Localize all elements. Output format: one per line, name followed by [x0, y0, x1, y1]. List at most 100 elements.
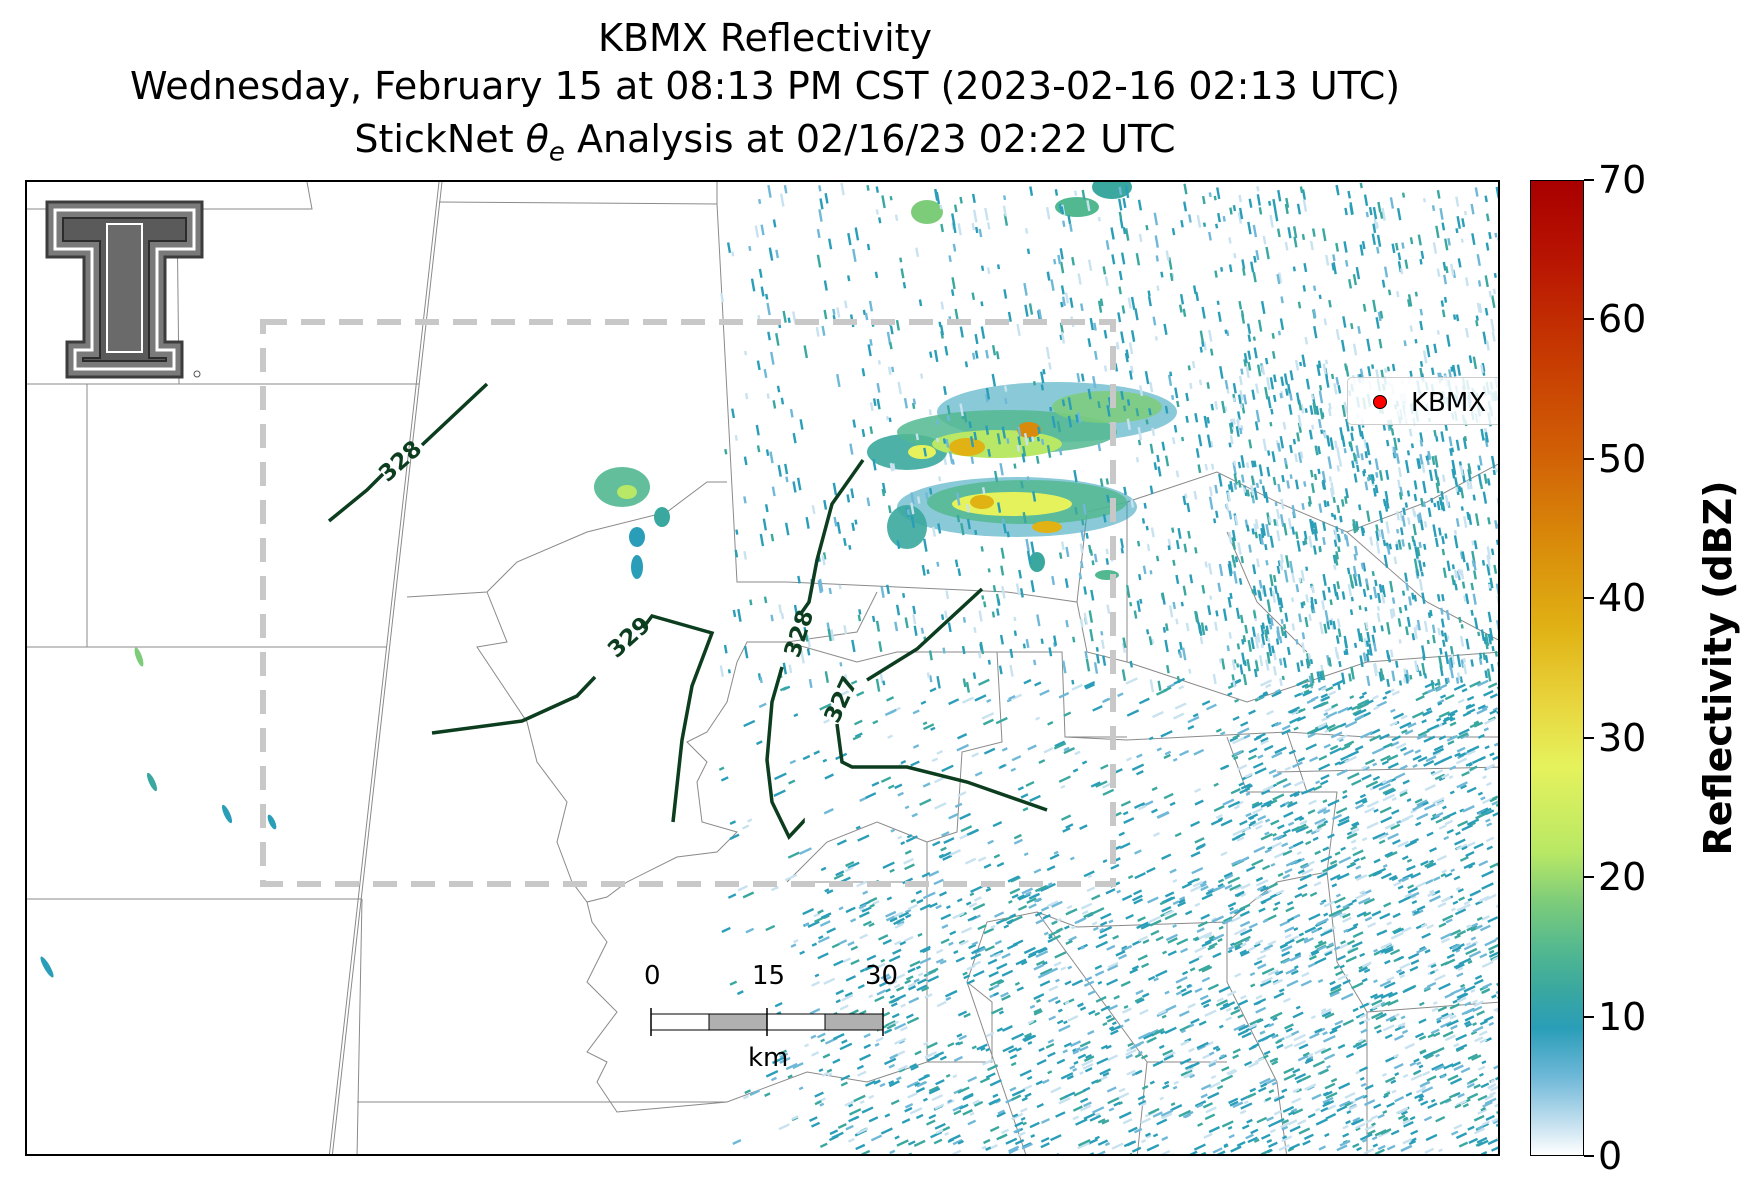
reflectivity-pixel — [1379, 912, 1391, 920]
reflectivity-pixel — [1282, 421, 1287, 430]
reflectivity-pixel — [1390, 428, 1395, 436]
reflectivity-pixel — [1482, 797, 1493, 805]
reflectivity-pixel — [1164, 405, 1169, 414]
reflectivity-pixel — [1231, 537, 1236, 550]
reflectivity-pixel — [934, 1122, 946, 1130]
reflectivity-pixel — [1003, 924, 1010, 929]
reflectivity-pixel — [987, 839, 994, 845]
reflectivity-pixel — [1194, 547, 1198, 554]
reflectivity-pixel — [1006, 531, 1010, 538]
reflectivity-pixel — [1336, 769, 1348, 777]
reflectivity-pixel — [1315, 826, 1323, 832]
reflectivity-pixel — [1423, 760, 1435, 767]
radar-map[interactable]: 328 329 328 327 KBMX 0 15 30 km — [25, 180, 1500, 1156]
reflectivity-pixel — [1363, 897, 1375, 905]
reflectivity-pixel — [1219, 366, 1224, 379]
reflectivity-pixel — [1011, 755, 1022, 762]
reflectivity-pixel — [1122, 811, 1129, 816]
reflectivity-pixel — [1232, 1048, 1241, 1054]
reflectivity-pixel — [1329, 1028, 1338, 1035]
reflectivity-pixel — [1275, 1039, 1283, 1045]
reflectivity-pixel — [1235, 607, 1241, 620]
reflectivity-pixel — [1294, 823, 1307, 832]
reflectivity-pixel — [1343, 928, 1349, 933]
reflectivity-pixel — [1354, 545, 1359, 556]
reflectivity-pixel — [1465, 703, 1476, 710]
reflectivity-pixel — [923, 447, 928, 457]
reflectivity-pixel — [1233, 1023, 1246, 1032]
reflectivity-pixel — [839, 1004, 849, 1011]
reflectivity-pixel — [1305, 840, 1312, 846]
reflectivity-pixel — [1261, 523, 1266, 535]
reflectivity-pixel — [1496, 980, 1498, 986]
reflectivity-pixel — [1075, 414, 1079, 423]
reflectivity-pixel — [1134, 849, 1142, 855]
reflectivity-pixel — [1121, 944, 1133, 952]
reflectivity-pixel — [962, 617, 967, 623]
reflectivity-pixel — [1483, 473, 1488, 484]
reflectivity-pixel — [1297, 869, 1305, 875]
reflectivity-pixel — [1238, 781, 1245, 787]
reflectivity-pixel — [1172, 924, 1177, 928]
reflectivity-pixel — [1479, 1019, 1488, 1026]
reflectivity-pixel — [1054, 951, 1067, 959]
reflectivity-pixel — [1100, 631, 1104, 636]
reflectivity-pixel — [1102, 655, 1107, 666]
reflectivity-pixel — [1306, 728, 1317, 735]
reflectivity-pixel — [1473, 978, 1484, 986]
reflectivity-pixel — [1379, 310, 1384, 319]
reflectivity-pixel — [1197, 434, 1203, 447]
reflectivity-pixel — [1125, 349, 1130, 359]
reflectivity-pixel — [814, 973, 820, 978]
reflectivity-pixel — [1186, 1066, 1194, 1072]
reflectivity-pixel — [1041, 1117, 1050, 1124]
reflectivity-pixel — [940, 301, 945, 310]
reflectivity-pixel — [1207, 983, 1219, 991]
reflectivity-pixel — [778, 604, 783, 614]
reflectivity-pixel — [1437, 1005, 1448, 1012]
reflectivity-pixel — [1021, 453, 1026, 463]
reflectivity-pixel — [1241, 313, 1246, 324]
reflectivity-pixel — [1143, 1033, 1154, 1040]
reflectivity-pixel — [1091, 1079, 1099, 1085]
reflectivity-pixel — [1279, 318, 1285, 331]
reflectivity-pixel — [894, 1022, 907, 1031]
reflectivity-pixel — [831, 942, 840, 949]
reflectivity-pixel — [1051, 575, 1056, 586]
reflectivity-pixel — [1322, 521, 1327, 531]
reflectivity-pixel — [1433, 502, 1437, 508]
reflectivity-pixel — [948, 255, 952, 263]
reflectivity-pixel — [1165, 623, 1169, 632]
reflectivity-pixel — [732, 1139, 742, 1145]
reflectivity-pixel — [1458, 616, 1462, 623]
reflectivity-pixel — [1276, 592, 1281, 606]
reflectivity-pixel — [1013, 616, 1017, 622]
reflectivity-pixel — [1366, 800, 1380, 808]
reflectivity-pixel — [1454, 1103, 1462, 1109]
reflectivity-pixel — [1077, 1053, 1087, 1060]
reflectivity-pixel — [1025, 780, 1035, 787]
reflectivity-pixel — [1283, 1073, 1297, 1081]
reflectivity-echoes — [40, 182, 1177, 978]
reflectivity-pixel — [1084, 650, 1088, 659]
reflectivity-pixel — [1450, 366, 1454, 372]
reflectivity-pixel — [1232, 1101, 1244, 1109]
reflectivity-pixel — [1234, 515, 1239, 525]
reflectivity-pixel — [1189, 967, 1196, 972]
reflectivity-pixel — [743, 719, 756, 728]
reflectivity-pixel — [1235, 426, 1240, 437]
reflectivity-pixel — [1053, 635, 1058, 646]
reflectivity-pixel — [1403, 677, 1407, 683]
reflectivity-pixel — [1038, 1047, 1045, 1052]
reflectivity-pixel — [1413, 493, 1418, 502]
reflectivity-pixel — [1247, 639, 1252, 652]
reflectivity-pixel — [1370, 474, 1375, 484]
reflectivity-pixel — [1281, 724, 1291, 731]
reflectivity-pixel — [1473, 842, 1484, 850]
reflectivity-pixel — [1172, 878, 1178, 883]
reflectivity-pixel — [1375, 832, 1386, 839]
reflectivity-pixel — [1120, 800, 1131, 807]
reflectivity-pixel — [805, 517, 810, 529]
reflectivity-pixel — [865, 1080, 876, 1087]
reflectivity-pixel — [907, 1152, 913, 1154]
